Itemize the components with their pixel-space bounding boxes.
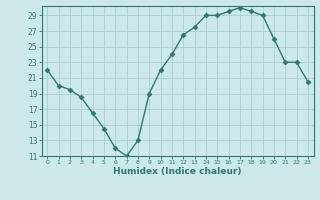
X-axis label: Humidex (Indice chaleur): Humidex (Indice chaleur) (113, 167, 242, 176)
